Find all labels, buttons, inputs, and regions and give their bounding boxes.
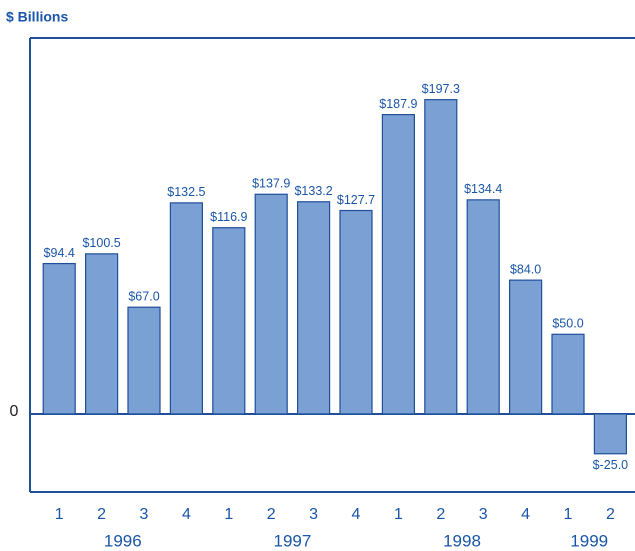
- x-tick-label: 2: [267, 506, 276, 523]
- value-label: $127.7: [337, 193, 375, 207]
- x-group-label: 1996: [104, 531, 142, 550]
- y-tick-label: 0: [10, 403, 19, 420]
- x-tick-label: 4: [521, 506, 530, 523]
- value-label: $134.4: [464, 182, 502, 196]
- x-tick-label: 1: [55, 506, 64, 523]
- bar: [339, 209, 373, 415]
- x-tick-label: 3: [309, 506, 318, 523]
- value-label: $132.5: [167, 185, 205, 199]
- value-label: $84.0: [510, 262, 541, 276]
- value-label: $197.3: [422, 82, 460, 96]
- bar: [466, 199, 500, 415]
- bar: [424, 99, 458, 415]
- x-tick-label: 1: [394, 506, 403, 523]
- bar: [297, 201, 331, 415]
- x-tick-label: 2: [606, 506, 615, 523]
- x-tick-label: 1: [224, 506, 233, 523]
- value-label: $-25.0: [593, 458, 628, 472]
- x-tick-label: 1: [564, 506, 573, 523]
- bar: [381, 114, 415, 415]
- x-tick-label: 3: [479, 506, 488, 523]
- value-label: $67.0: [128, 290, 159, 304]
- value-label: $187.9: [379, 97, 417, 111]
- bar: [84, 253, 119, 415]
- value-label: $50.0: [552, 317, 583, 331]
- y-axis-label: $ Billions: [6, 9, 68, 25]
- value-label: $100.5: [82, 236, 120, 250]
- bar: [254, 193, 288, 415]
- bar: [593, 413, 628, 455]
- value-label: $137.9: [252, 177, 290, 191]
- bar: [551, 333, 585, 415]
- value-label: $133.2: [294, 184, 332, 198]
- value-label: $94.4: [44, 246, 75, 260]
- x-tick-label: 3: [140, 506, 149, 523]
- bar: [169, 202, 203, 415]
- x-tick-label: 4: [352, 506, 361, 523]
- x-group-label: 1998: [443, 531, 481, 550]
- x-group-label: 1997: [273, 531, 311, 550]
- x-tick-label: 2: [97, 506, 106, 523]
- x-tick-label: 4: [182, 506, 191, 523]
- value-label: $116.9: [210, 210, 247, 224]
- x-tick-label: 2: [436, 506, 445, 523]
- bar: [212, 227, 246, 415]
- bar: [509, 279, 543, 415]
- bar: [42, 262, 76, 415]
- bar: [127, 306, 161, 415]
- x-group-label: 1999: [570, 531, 608, 550]
